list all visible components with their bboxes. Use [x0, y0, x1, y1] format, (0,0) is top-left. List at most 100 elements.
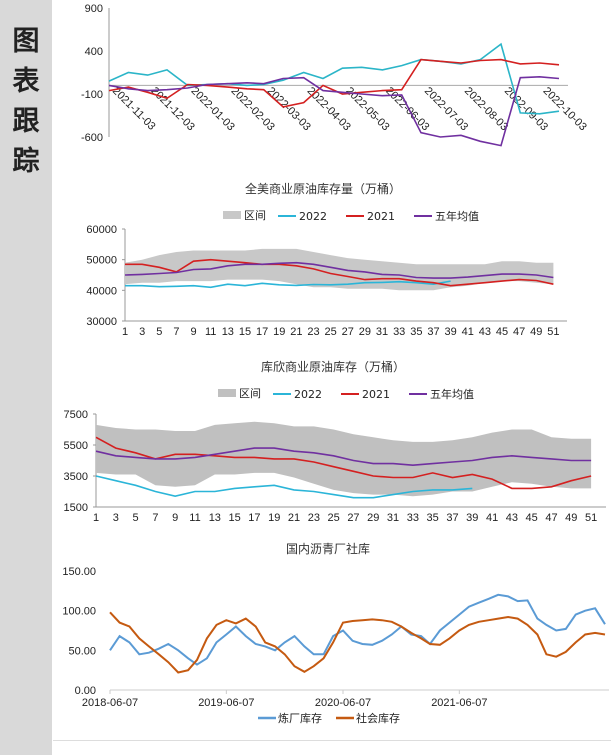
- x-tick-label: 43: [506, 512, 518, 524]
- y-tick-label: 1500: [64, 502, 88, 514]
- x-tick-label: 31: [376, 326, 388, 338]
- series-line-2022: [125, 280, 451, 289]
- x-tick-label: 29: [367, 512, 379, 524]
- x-tick-label: 2021-06-07: [431, 697, 487, 709]
- x-tick-label: 5: [133, 512, 139, 524]
- x-tick-label: 37: [427, 326, 439, 338]
- y-tick-label: 40000: [86, 285, 117, 297]
- sidebar: 图表跟踪: [0, 0, 52, 755]
- y-tick-label: 100.00: [62, 606, 96, 618]
- x-tick-label: 11: [189, 512, 200, 524]
- x-tick-label: 23: [308, 512, 320, 524]
- x-tick-label: 2018-06-07: [82, 697, 138, 709]
- x-tick-label: 3: [113, 512, 119, 524]
- x-tick-label: 1: [93, 512, 99, 524]
- x-tick-label: 1: [122, 326, 128, 338]
- legend-label: 社会库存: [356, 711, 400, 725]
- x-tick-label: 27: [342, 326, 354, 338]
- x-tick-label: 45: [526, 512, 538, 524]
- x-tick-label: 25: [325, 326, 337, 338]
- y-tick-label: 7500: [64, 409, 88, 421]
- chart-spread-svg: 900400-100-6002021-11-032021-12-032022-0…: [81, 3, 589, 147]
- chart-cushing-stocks-svg: 库欣商业原油库存（万桶）区间 2022 2021 五年均值75005500350015…: [64, 359, 606, 524]
- y-tick-label: 400: [85, 46, 103, 58]
- legend-swatch-band: [223, 211, 241, 219]
- range-band: [96, 421, 592, 497]
- chart-title: 国内沥青厂社库: [286, 541, 370, 556]
- x-tick-label: 29: [359, 326, 371, 338]
- x-tick-label: 9: [190, 326, 196, 338]
- x-tick-label: 45: [496, 326, 508, 338]
- x-tick-label: 31: [387, 512, 399, 524]
- legend-label: 炼厂库存: [278, 711, 322, 725]
- legend-swatch-band: [218, 389, 236, 397]
- y-tick-label: 30000: [86, 316, 117, 328]
- legend-label: 2021: [362, 388, 390, 401]
- x-tick-label: 39: [466, 512, 478, 524]
- series-line-1: [109, 611, 606, 674]
- x-tick-label: 37: [446, 512, 458, 524]
- x-tick-label: 21: [288, 512, 300, 524]
- x-tick-label: 43: [479, 326, 491, 338]
- legend-label: 区间: [239, 387, 261, 400]
- x-tick-label: 49: [530, 326, 542, 338]
- series-line-五年均值: [95, 447, 592, 467]
- legend-label: 五年均值: [430, 387, 474, 401]
- series-line-1: [108, 58, 560, 108]
- x-tick-label: 33: [393, 326, 405, 338]
- sidebar-title: 图表跟踪: [12, 26, 40, 177]
- x-tick-label: 51: [547, 326, 559, 338]
- x-tick-label: 19: [273, 326, 285, 338]
- series-line-五年均值: [124, 261, 554, 279]
- x-tick-label: 15: [239, 326, 251, 338]
- x-tick-label: 47: [545, 512, 557, 524]
- x-tick-label: 2020-06-07: [315, 697, 371, 709]
- chart-us-crude-stocks: 全美商业原油库存量（万桶） 区间 2022 2021 五年均值 60000 50000 400…: [53, 175, 611, 345]
- chart-us-crude-stocks-svg: 全美商业原油库存量（万桶） 区间 2022 2021 五年均值 60000 50000 400…: [86, 181, 567, 338]
- x-tick-label: 35: [410, 326, 422, 338]
- x-tick-label: 7: [173, 326, 179, 338]
- x-tick-label: 13: [209, 512, 221, 524]
- y-tick-label: 50000: [86, 255, 117, 267]
- series-line-2: [108, 75, 560, 147]
- y-tick-label: 0.00: [75, 685, 96, 697]
- x-tick-label: 21: [290, 326, 302, 338]
- x-tick-label: 11: [205, 326, 216, 338]
- series-line-2021: [95, 436, 592, 490]
- y-tick-label: 150.00: [62, 566, 96, 578]
- legend-label: 2022: [294, 388, 322, 401]
- series-line-2022: [95, 475, 473, 499]
- chart-spread: 900 400 -100 -600 2021-11-03 2021-12-03 2022-0…: [53, 0, 611, 170]
- y-tick-label: 60000: [86, 224, 117, 236]
- x-tick-label: 5: [156, 326, 162, 338]
- chart-cushing-stocks: 库欣商业原油库存（万桶） 区间 2022 2021 五年均值 7500 5500 3500 15…: [53, 353, 611, 531]
- series-line-0: [108, 42, 560, 115]
- y-tick-label: 50.00: [68, 645, 96, 657]
- x-tick-label: 23: [307, 326, 319, 338]
- x-tick-label: 49: [565, 512, 577, 524]
- y-tick-label: 900: [85, 3, 103, 15]
- x-tick-label: 3: [139, 326, 145, 338]
- x-tick-label: 39: [444, 326, 456, 338]
- x-tick-label: 47: [513, 326, 525, 338]
- legend-label: 2021: [367, 210, 395, 223]
- series-line-2021: [125, 258, 554, 287]
- x-tick-label: 17: [256, 326, 268, 338]
- legend-label: 五年均值: [435, 209, 479, 223]
- y-tick-label: 5500: [64, 440, 88, 452]
- x-tick-label: 9: [172, 512, 178, 524]
- y-tick-label: 3500: [64, 471, 88, 483]
- x-tick-label: 7: [152, 512, 158, 524]
- x-tick-label: 25: [328, 512, 340, 524]
- x-tick-label: 51: [585, 512, 597, 524]
- legend-label: 2022: [299, 210, 327, 223]
- y-tick-label: -600: [81, 132, 103, 144]
- chart-title: 库欣商业原油库存（万桶）: [261, 359, 405, 374]
- chart-asphalt-stocks: 国内沥青厂社库 150.00 100.00 50.00 0.00 2018-06-07 20…: [53, 535, 611, 741]
- x-tick-label: 27: [347, 512, 359, 524]
- series-line-0: [109, 593, 606, 666]
- x-tick-label: 41: [486, 512, 498, 524]
- x-tick-label: 2019-06-07: [198, 697, 254, 709]
- x-tick-label: 17: [248, 512, 260, 524]
